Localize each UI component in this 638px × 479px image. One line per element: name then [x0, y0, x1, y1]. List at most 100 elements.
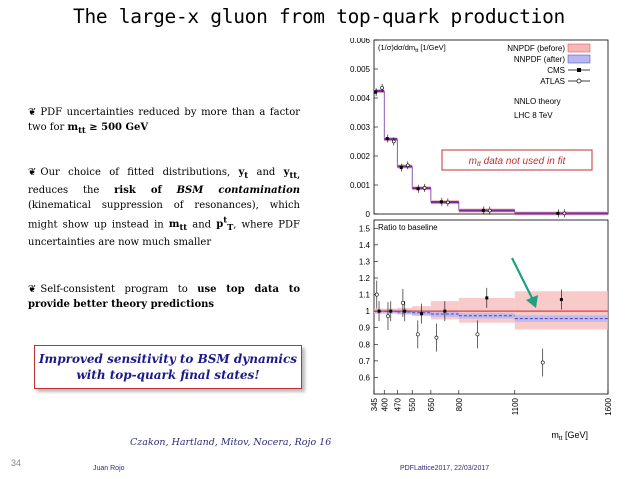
atlas-ratio-point: [374, 292, 379, 297]
yt-symbol: y: [238, 167, 245, 178]
highlight-arrow-shaft: [511, 257, 535, 303]
x-axis-label: mtt [GeV]: [551, 430, 588, 442]
y-tick-label: 0.9: [359, 324, 371, 333]
y-tick-label: 1.5: [359, 224, 371, 233]
footer-author: Juan Rojo: [93, 465, 125, 472]
citation: Czakon, Hartland, Mitov, Nocera, Rojo 16: [130, 437, 332, 448]
y-label-subscript: tt: [415, 48, 419, 54]
bullet-self-consistent: ❦ Self-consistent program to use top data…: [28, 282, 300, 312]
ratio-panel: 0.6 0.7 0.8 0.9 1 1.1 1.2 1.3 1.4 1.5 Ratio to bas…: [359, 219, 609, 395]
ytt-symbol: y: [283, 167, 290, 178]
cms-ratio-point: [377, 309, 381, 313]
bullet-text: and: [192, 219, 212, 231]
y-label-unit: [1/GeV]: [418, 43, 446, 52]
mtt-subscript: tt: [179, 222, 188, 233]
x-tick-label: 400: [380, 397, 389, 411]
atlas-ratio-point: [401, 300, 405, 305]
y-tick-label: 1.2: [359, 274, 371, 283]
cms-ratio-point: [443, 309, 447, 313]
cms-ratio-point: [389, 309, 393, 313]
atlas-ratio-point: [386, 314, 390, 319]
bullet-mark: ❦: [28, 284, 37, 295]
y-tick-label: 0.005: [350, 65, 371, 74]
y-tick-label: 1: [366, 307, 371, 316]
legend-label: NNPDF (before): [507, 44, 565, 53]
slide-number: 34: [11, 458, 22, 468]
cms-point: [556, 211, 560, 215]
cms-point: [399, 166, 403, 170]
y-tick-label: 0.8: [359, 340, 371, 349]
atlas-point: [391, 139, 396, 144]
y-tick-label: 0.002: [350, 152, 371, 161]
atlas-ratio-point: [434, 335, 439, 340]
mtt-threshold: ≥ 500 GeV: [85, 122, 149, 133]
callout-line-2: with top-quark final states!: [76, 368, 260, 382]
legend-label: NNPDF (after): [514, 55, 565, 64]
x-label-unit: [GeV]: [562, 430, 588, 440]
legend-label: CMS: [547, 66, 565, 75]
y-tick-label: 1.4: [359, 241, 371, 250]
pt-symbol: p: [216, 219, 224, 231]
y-tick-label: 0.001: [350, 181, 371, 190]
bsm-contamination-text: BSM contamination: [176, 185, 301, 196]
bullet-bold-text: use top data to provide better theory pr…: [28, 284, 300, 310]
bullet-text: and: [256, 167, 276, 178]
x-tick-label: 800: [455, 397, 464, 411]
cms-point: [439, 200, 443, 204]
legend-marker-cms: [577, 68, 581, 72]
cms-ratio-point: [485, 296, 489, 300]
pt-superscript: t: [223, 215, 228, 225]
y-tick-label: 0.6: [359, 373, 371, 382]
cms-ratio-point: [559, 298, 563, 302]
top-y-label: (1/σ)dσ/dmtt [1/GeV]: [378, 43, 446, 54]
cms-point: [416, 187, 420, 191]
atlas-point: [422, 186, 427, 190]
x-axis: 345 400 470 550 650 800 1100 1600 mtt [GeV]: [370, 390, 613, 442]
ratio-panel-title: Ratio to baseline: [378, 223, 438, 232]
callout-box: Improved sensitivity to BSM dynamics wit…: [34, 345, 302, 389]
annotation-subscript: tt: [477, 161, 482, 168]
x-tick-label: 345: [370, 397, 379, 411]
cms-ratio-point: [403, 309, 407, 313]
cms-point: [374, 90, 378, 94]
annotation-rest: data not used in fit: [481, 156, 567, 167]
atlas-point: [446, 200, 450, 205]
atlas-point: [488, 208, 492, 213]
note-nnlo-theory: NNLO theory: [514, 97, 561, 106]
bullet-text: , where PDF uncertainties are now much s…: [28, 219, 300, 249]
risk-text: risk of: [114, 185, 162, 196]
ytt-subscript: tt,: [289, 170, 301, 180]
legend-label: ATLAS: [540, 77, 565, 86]
x-tick-label: 550: [408, 397, 417, 411]
bullet-mark: ❦: [28, 107, 37, 118]
atlas-point: [562, 211, 567, 216]
x-tick-label: 1600: [604, 397, 613, 415]
atlas-ratio-point: [540, 360, 545, 365]
y-tick-label: 0.004: [350, 94, 371, 103]
y-tick-label: 1.1: [359, 291, 371, 300]
yt-subscript: t: [244, 170, 249, 180]
annotation-text: mtt data not used in fit: [469, 156, 567, 168]
callout-line-1: Improved sensitivity to BSM dynamics: [38, 352, 298, 366]
atlas-point: [380, 86, 384, 90]
legend-swatch-nnpdf-after: [567, 54, 591, 64]
legend-marker-atlas: [576, 78, 582, 84]
slide-title: The large-x gluon from top-quark product…: [73, 5, 565, 28]
top-panel: 0 0.001 0.002 0.003 0.004 0.005 0.006 (1/σ)dσ/d…: [350, 38, 609, 219]
y-tick-label: 0.7: [359, 357, 371, 366]
cms-ratio-point: [420, 312, 424, 316]
atlas-ratio-point: [415, 332, 420, 337]
y-tick-label: 0.003: [350, 123, 371, 132]
pt-subscript: T: [227, 222, 234, 233]
mtt-symbol: m: [67, 122, 79, 133]
cms-point: [481, 208, 485, 212]
bullet-mark: ❦: [28, 167, 37, 178]
bullet-text: (kinematical suppression of resonances),…: [28, 200, 300, 231]
bullet-text: Our choice of fitted distributions,: [40, 167, 231, 178]
bullet-fitted-distributions: ❦ Our choice of fitted distributions, yt …: [28, 165, 300, 250]
mtt-distribution-figure: 0 0.001 0.002 0.003 0.004 0.005 0.006 (1/σ)dσ/d…: [350, 38, 613, 442]
atlas-point: [405, 163, 410, 168]
top-panel-frame: [373, 39, 609, 215]
mtt-symbol: m: [168, 219, 180, 231]
mtt-subscript: tt: [78, 125, 86, 135]
